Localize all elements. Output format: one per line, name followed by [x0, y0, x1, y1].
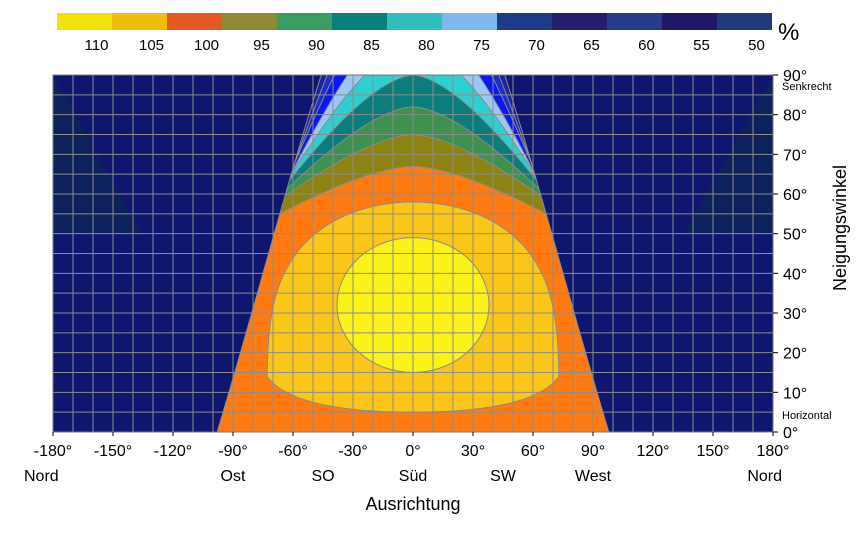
legend-label-95: 95: [253, 37, 270, 54]
legend-label-110: 110: [85, 37, 109, 54]
y-tick-label: 10°: [783, 385, 807, 402]
legend-swatch-50: [717, 13, 772, 30]
y-tick-label: 50°: [783, 227, 807, 244]
y-annotation: Horizontal: [782, 410, 832, 422]
y-tick-label: 60°: [783, 187, 807, 204]
legend-label-85: 85: [363, 37, 380, 54]
direction-label: SO: [311, 468, 334, 485]
y-tick-label: 80°: [783, 108, 807, 125]
direction-label: Nord: [747, 468, 782, 485]
legend-label-60: 60: [638, 37, 655, 54]
plot-area: [53, 75, 773, 432]
x-axis: -180° -150° -120° -90° -60° -30° 0° 30° 60° 90° 12…: [24, 432, 790, 485]
y-tick-label: 90°: [783, 68, 807, 85]
legend-label-75: 75: [473, 37, 490, 54]
legend-swatch-55: [662, 13, 717, 30]
direction-label: Ost: [221, 468, 246, 485]
y-tick-label: 0°: [783, 425, 798, 442]
x-tick-label: -30°: [338, 443, 368, 460]
legend-swatch-90: [277, 13, 332, 30]
legend-swatch-110: [57, 13, 112, 30]
legend-swatch-60: [607, 13, 662, 30]
legend-label-105: 105: [139, 37, 164, 54]
y-axis-title: Neigungswinkel: [830, 165, 850, 291]
y-tick-label: 20°: [783, 346, 807, 363]
legend-swatch-85: [332, 13, 387, 30]
legend-label-70: 70: [528, 37, 545, 54]
y-tick-label: 40°: [783, 266, 807, 283]
x-tick-label: 90°: [581, 443, 605, 460]
x-tick-label: 60°: [521, 443, 545, 460]
y-tick-label: 70°: [783, 147, 807, 164]
x-tick-label: 150°: [696, 443, 729, 460]
y-tick-label: 30°: [783, 306, 807, 323]
x-axis-title: Ausrichtung: [365, 494, 460, 514]
legend-swatch-65: [552, 13, 607, 30]
legend-swatch-95: [222, 13, 277, 30]
legend-swatch-80: [387, 13, 442, 30]
y-annotation: Senkrecht: [782, 81, 832, 93]
x-tick-label: 180°: [756, 443, 789, 460]
legend-swatch-105: [112, 13, 167, 30]
legend-swatch-75: [442, 13, 497, 30]
legend: 110 105 100 95 90 85 80 75 70 65 60 55 50: [57, 13, 772, 54]
legend-label-80: 80: [418, 37, 435, 54]
direction-label: Nord: [24, 468, 59, 485]
direction-label: Süd: [399, 468, 427, 485]
x-tick-label: -180°: [34, 443, 72, 460]
legend-label-55: 55: [693, 37, 710, 54]
x-tick-label: 30°: [461, 443, 485, 460]
x-tick-label: 0°: [405, 443, 420, 460]
y-axis: 0° 10° 20° 30° 40° 50° 60° 70° 80° 90°Senkrecht Ho…: [773, 68, 832, 442]
x-tick-label: -60°: [278, 443, 308, 460]
legend-label-100: 100: [194, 37, 219, 54]
direction-label: West: [575, 468, 612, 485]
legend-swatch-100: [167, 13, 222, 30]
x-tick-label: 120°: [636, 443, 669, 460]
x-tick-label: -120°: [154, 443, 192, 460]
legend-label-65: 65: [583, 37, 600, 54]
x-tick-label: -150°: [94, 443, 132, 460]
grid-lines: [53, 75, 773, 432]
legend-unit: %: [778, 19, 799, 46]
direction-label: SW: [490, 468, 517, 485]
legend-label-90: 90: [308, 37, 325, 54]
x-tick-label: -90°: [218, 443, 248, 460]
legend-swatch-70: [497, 13, 552, 30]
legend-label-50: 50: [748, 37, 765, 54]
